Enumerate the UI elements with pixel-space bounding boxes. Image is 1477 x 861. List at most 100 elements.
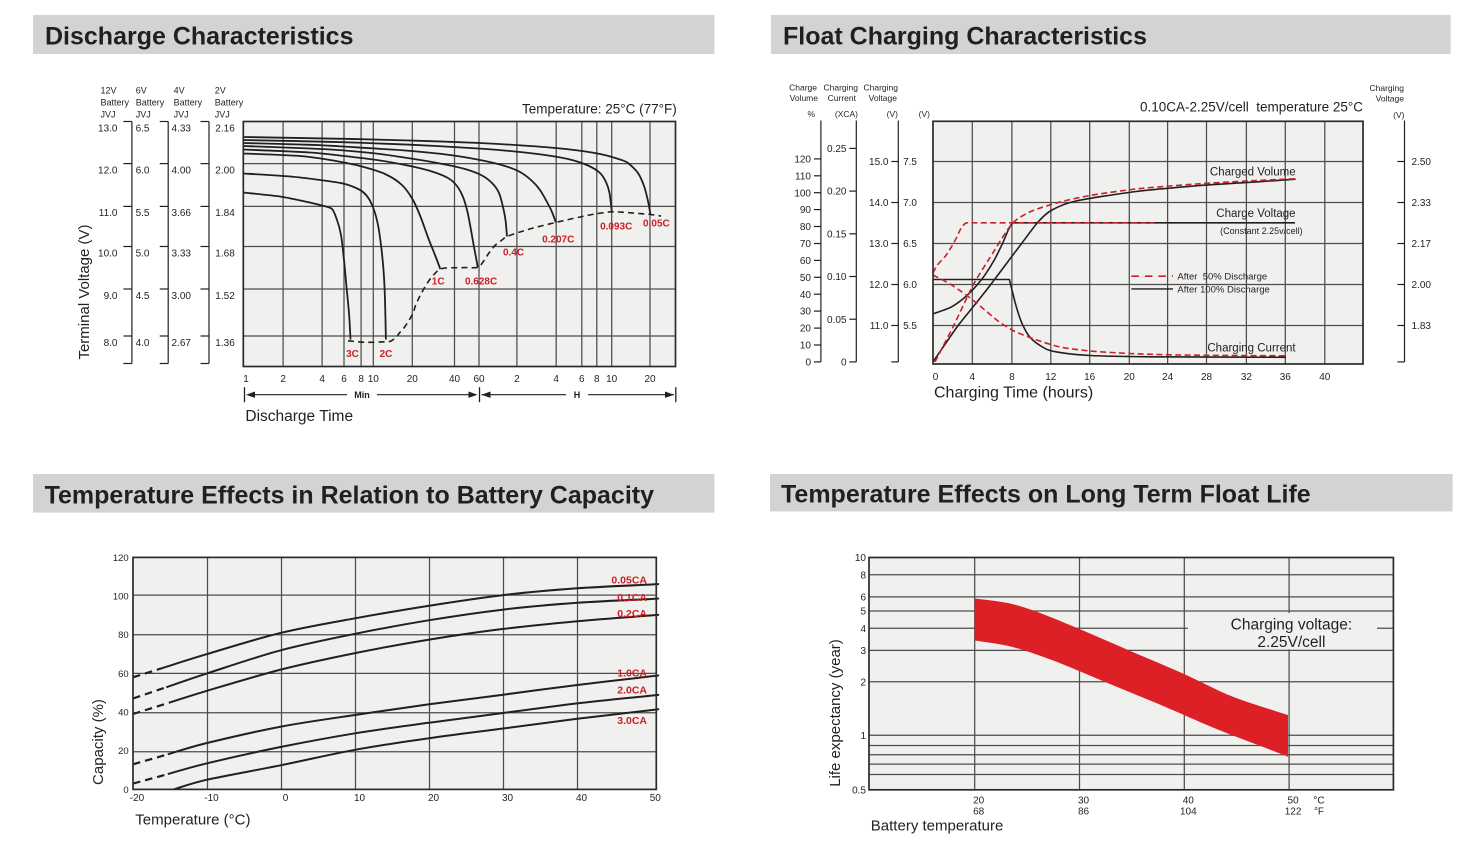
svg-text:2C: 2C	[380, 349, 393, 360]
svg-text:Charging: Charging	[864, 83, 899, 93]
svg-text:20: 20	[407, 374, 419, 385]
svg-text:10.0: 10.0	[98, 248, 118, 259]
svg-text:8: 8	[594, 374, 600, 385]
svg-text:2.50: 2.50	[1412, 157, 1432, 168]
svg-text:50: 50	[1288, 796, 1300, 807]
svg-text:10: 10	[800, 341, 812, 352]
svg-text:2.00: 2.00	[1412, 280, 1432, 291]
svg-text:1.84: 1.84	[215, 208, 235, 219]
svg-text:0: 0	[283, 793, 289, 804]
svg-text:1: 1	[860, 731, 866, 742]
svg-text:1.83: 1.83	[1412, 321, 1432, 332]
svg-text:8: 8	[860, 570, 866, 581]
svg-text:Battery temperature: Battery temperature	[871, 818, 1004, 835]
svg-text:2: 2	[514, 374, 520, 385]
svg-text:3.0CA: 3.0CA	[617, 715, 647, 727]
svg-text:Temperature Effects on Long Te: Temperature Effects on Long Term Float L…	[781, 481, 1311, 509]
svg-text:Temperature: 25°C (77°F): Temperature: 25°C (77°F)	[522, 102, 677, 117]
svg-text:86: 86	[1078, 807, 1090, 818]
svg-text:80: 80	[118, 630, 129, 641]
svg-text:Charging Current: Charging Current	[1207, 343, 1296, 355]
svg-text:68: 68	[973, 807, 985, 818]
svg-text:7.5: 7.5	[903, 157, 917, 168]
svg-text:0: 0	[933, 372, 939, 383]
svg-text:13.0: 13.0	[869, 239, 889, 250]
svg-text:36: 36	[1280, 372, 1292, 383]
svg-text:°F: °F	[1314, 807, 1324, 818]
svg-text:Voltage: Voltage	[869, 93, 898, 103]
svg-text:10: 10	[855, 553, 867, 564]
svg-text:0.10CA-2.25V/cell temperature: 0.10CA-2.25V/cell temperature 25°C	[1140, 100, 1363, 115]
svg-text:60: 60	[118, 669, 129, 680]
svg-text:Charging: Charging	[824, 83, 859, 93]
svg-text:3.00: 3.00	[172, 291, 192, 302]
svg-text:9.0: 9.0	[104, 291, 118, 302]
svg-text:%: %	[807, 109, 815, 119]
svg-text:0.15: 0.15	[827, 229, 847, 240]
svg-text:Min: Min	[354, 390, 370, 400]
svg-text:Charging: Charging	[1370, 83, 1405, 93]
svg-text:Temperature Effects in Relatio: Temperature Effects in Relation to Batte…	[45, 482, 655, 510]
svg-text:Life expectancy (year): Life expectancy (year)	[827, 639, 844, 787]
svg-text:Float Charging Characteristics: Float Charging Characteristics	[783, 23, 1147, 51]
svg-text:4V: 4V	[174, 86, 185, 96]
svg-text:100: 100	[113, 592, 129, 603]
svg-text:40: 40	[1319, 372, 1331, 383]
svg-text:0.093C: 0.093C	[600, 221, 632, 232]
svg-text:12.0: 12.0	[869, 280, 889, 291]
svg-text:3: 3	[860, 646, 866, 657]
svg-text:12: 12	[1045, 372, 1057, 383]
svg-text:After 50% Discharge: After 50% Discharge	[1177, 272, 1267, 283]
svg-text:-20: -20	[130, 793, 145, 804]
svg-text:110: 110	[795, 171, 811, 182]
svg-text:Charge: Charge	[789, 83, 817, 93]
svg-text:0.4C: 0.4C	[503, 248, 524, 259]
svg-text:8: 8	[1009, 372, 1015, 383]
svg-text:14.0: 14.0	[869, 198, 889, 209]
svg-text:(V): (V)	[919, 109, 931, 119]
svg-text:Battery: Battery	[136, 98, 165, 108]
svg-text:6V: 6V	[136, 86, 147, 96]
svg-text:8: 8	[358, 374, 364, 385]
svg-text:0.2CA: 0.2CA	[617, 608, 647, 620]
svg-text:30: 30	[1078, 796, 1090, 807]
svg-text:50: 50	[800, 273, 812, 284]
svg-text:Charging Time (hours): Charging Time (hours)	[934, 385, 1093, 402]
svg-text:1C: 1C	[432, 277, 445, 288]
svg-text:90: 90	[800, 205, 812, 216]
svg-text:3C: 3C	[346, 349, 359, 360]
svg-text:1.36: 1.36	[215, 338, 235, 349]
svg-text:2: 2	[860, 677, 866, 688]
svg-text:Discharge Time: Discharge Time	[245, 408, 353, 425]
svg-text:1.68: 1.68	[215, 248, 235, 259]
svg-text:2.25V/cell: 2.25V/cell	[1257, 634, 1325, 651]
svg-text:30: 30	[502, 793, 514, 804]
svg-text:10: 10	[354, 793, 366, 804]
svg-text:4: 4	[553, 374, 559, 385]
svg-text:20: 20	[428, 793, 440, 804]
svg-text:4: 4	[319, 374, 325, 385]
svg-text:Temperature (°C): Temperature (°C)	[135, 812, 250, 829]
svg-text:4.0: 4.0	[136, 338, 150, 349]
svg-text:6: 6	[341, 374, 347, 385]
svg-text:0.25: 0.25	[827, 144, 847, 155]
svg-text:0.05C: 0.05C	[643, 219, 670, 230]
svg-text:2.33: 2.33	[1412, 198, 1432, 209]
svg-text:(V): (V)	[887, 109, 899, 119]
svg-text:1: 1	[243, 374, 249, 385]
svg-text:5.0: 5.0	[136, 248, 150, 259]
svg-text:20: 20	[800, 324, 812, 335]
svg-text:122: 122	[1285, 807, 1302, 818]
svg-text:Charged Volume: Charged Volume	[1210, 166, 1296, 178]
svg-text:4.00: 4.00	[172, 165, 192, 176]
svg-text:(Constant 2.25v/cell): (Constant 2.25v/cell)	[1220, 226, 1303, 236]
svg-text:15.0: 15.0	[869, 157, 889, 168]
svg-text:5.5: 5.5	[136, 208, 150, 219]
svg-text:2.67: 2.67	[172, 338, 192, 349]
svg-text:0: 0	[123, 785, 128, 796]
svg-text:Battery: Battery	[215, 98, 244, 108]
svg-text:2.17: 2.17	[1412, 239, 1432, 250]
svg-text:6.5: 6.5	[903, 239, 917, 250]
svg-text:3.66: 3.66	[172, 208, 192, 219]
svg-text:4.5: 4.5	[136, 291, 150, 302]
